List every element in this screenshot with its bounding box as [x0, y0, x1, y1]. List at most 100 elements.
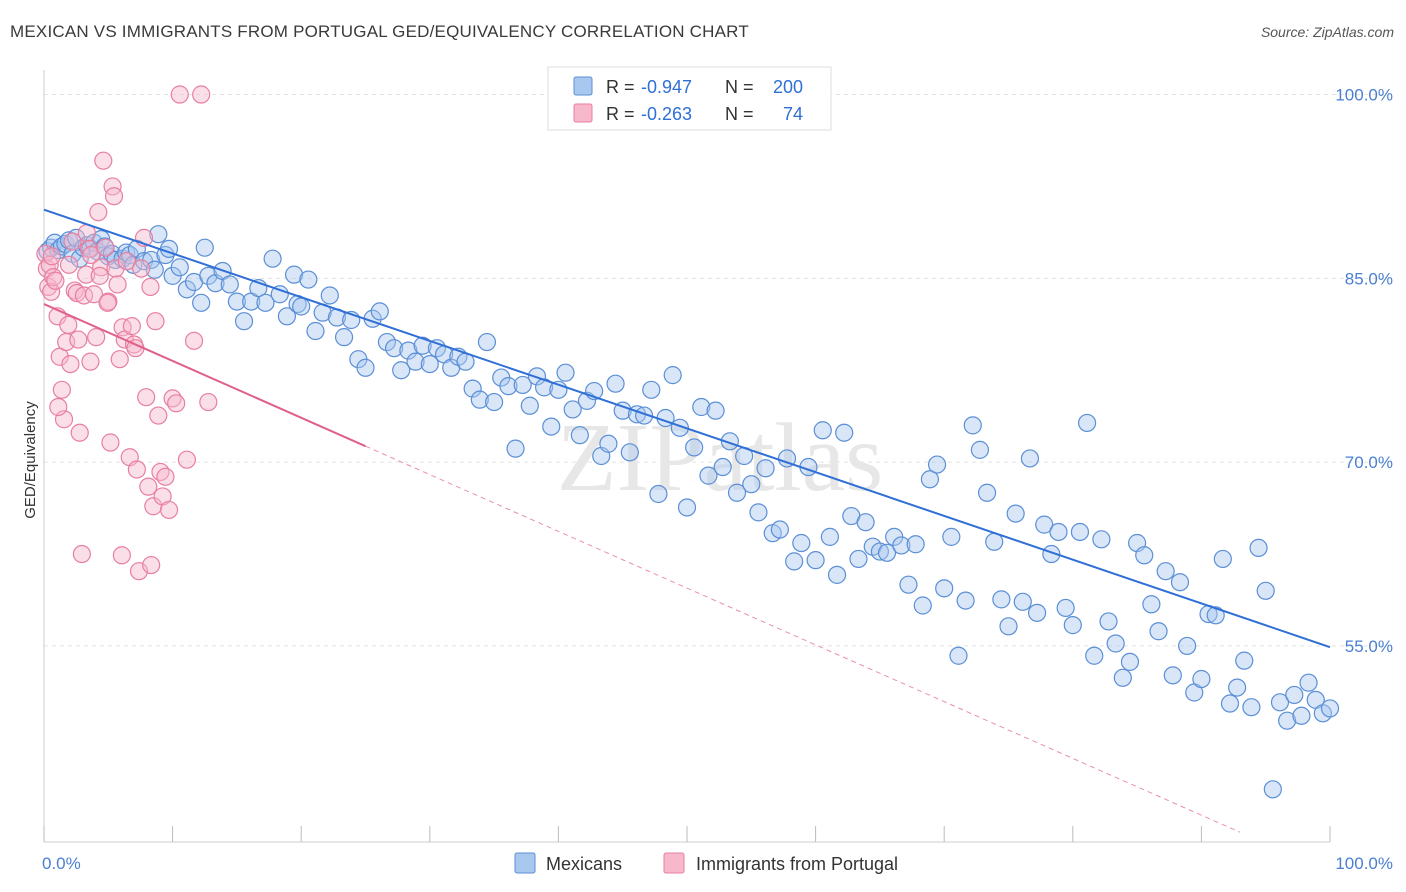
- y-tick-label: 70.0%: [1345, 453, 1393, 472]
- data-point: [1049, 522, 1068, 542]
- data-point: [877, 543, 897, 562]
- data-point: [141, 277, 160, 296]
- data-point: [870, 542, 890, 561]
- data-point: [677, 498, 697, 517]
- data-point: [399, 341, 418, 360]
- data-point: [170, 258, 189, 277]
- data-point: [970, 440, 990, 459]
- data-point: [1242, 698, 1261, 717]
- data-point: [299, 270, 318, 289]
- data-point: [220, 275, 239, 294]
- data-point: [1206, 606, 1225, 625]
- data-point: [1178, 636, 1197, 656]
- data-point: [606, 374, 625, 393]
- data-point: [935, 579, 954, 598]
- data-point: [1256, 581, 1275, 600]
- data-point: [81, 352, 100, 371]
- data-point: [199, 266, 218, 285]
- legend: R = -0.947 N = 200 R = -0.263 N = 74: [547, 66, 832, 131]
- data-point: [117, 252, 136, 271]
- data-point: [942, 527, 961, 546]
- data-point: [713, 457, 732, 477]
- data-point: [177, 450, 196, 469]
- data-point: [98, 293, 117, 312]
- axes: [43, 70, 1331, 843]
- data-point: [963, 416, 982, 435]
- data-point: [999, 617, 1018, 636]
- data-point: [892, 536, 911, 555]
- legend-r-value-2: -0.263: [641, 104, 692, 124]
- bottom-legend-mexicans: Mexicans: [546, 854, 622, 874]
- data-point: [63, 232, 82, 251]
- data-point: [1092, 530, 1111, 549]
- data-point: [139, 477, 158, 496]
- data-point: [334, 328, 354, 347]
- data-point: [770, 520, 789, 539]
- data-point: [104, 187, 124, 206]
- data-point: [1149, 622, 1168, 641]
- data-point: [234, 312, 254, 331]
- data-point: [149, 406, 168, 425]
- data-point: [1135, 546, 1154, 565]
- data-point: [1278, 711, 1297, 730]
- data-point: [692, 397, 711, 417]
- data-point: [992, 590, 1011, 609]
- legend-r-value-1: -0.947: [641, 77, 692, 97]
- data-point: [192, 85, 211, 104]
- data-point: [137, 388, 156, 407]
- x-tick-label: 0.0%: [42, 854, 81, 873]
- legend-r-label-1: R =: [606, 77, 635, 97]
- data-point: [72, 544, 91, 564]
- data-point: [184, 331, 204, 350]
- data-point: [849, 549, 868, 569]
- data-point: [485, 392, 504, 412]
- data-point: [192, 293, 211, 312]
- data-point: [306, 321, 325, 341]
- data-point: [108, 275, 127, 294]
- data-point: [99, 292, 118, 311]
- data-point: [89, 203, 108, 222]
- data-point: [949, 646, 968, 665]
- data-point: [513, 375, 532, 395]
- data-point: [59, 255, 79, 274]
- data-point: [1099, 612, 1118, 631]
- data-point: [699, 466, 718, 485]
- data-point: [292, 297, 311, 316]
- data-point: [556, 363, 575, 382]
- data-point: [95, 237, 114, 256]
- x-tick-label: 100.0%: [1335, 854, 1393, 873]
- data-point: [1027, 603, 1047, 622]
- trend-lines: [43, 208, 1331, 833]
- data-point: [1056, 598, 1075, 618]
- y-tick-label: 85.0%: [1345, 269, 1393, 288]
- data-point: [542, 417, 561, 436]
- legend-r-label-2: R =: [606, 104, 635, 124]
- portugal-points: [36, 85, 218, 581]
- data-point: [420, 354, 439, 374]
- data-point: [284, 265, 304, 284]
- data-point: [642, 380, 661, 399]
- data-point: [1106, 634, 1125, 653]
- data-point: [820, 527, 839, 546]
- data-point: [777, 449, 797, 468]
- data-point: [46, 271, 65, 290]
- data-point: [563, 400, 582, 419]
- data-point: [170, 85, 189, 104]
- data-point: [320, 286, 339, 305]
- data-point: [1220, 694, 1240, 713]
- data-point: [599, 434, 618, 453]
- data-point: [835, 423, 854, 442]
- data-point: [1077, 413, 1097, 433]
- data-point: [77, 265, 96, 284]
- data-point: [277, 307, 297, 326]
- data-point: [1006, 504, 1025, 523]
- x-tick-labels: 0.0% 100.0%: [42, 854, 1393, 873]
- data-point: [570, 426, 589, 445]
- bottom-legend-swatch-mexicans: [514, 852, 536, 874]
- data-point: [1263, 780, 1282, 799]
- data-point: [1063, 616, 1082, 635]
- portugal-trend-line: [43, 303, 366, 448]
- bottom-legend-portugal: Immigrants from Portugal: [696, 854, 898, 874]
- data-point: [195, 238, 214, 257]
- data-point: [159, 500, 179, 520]
